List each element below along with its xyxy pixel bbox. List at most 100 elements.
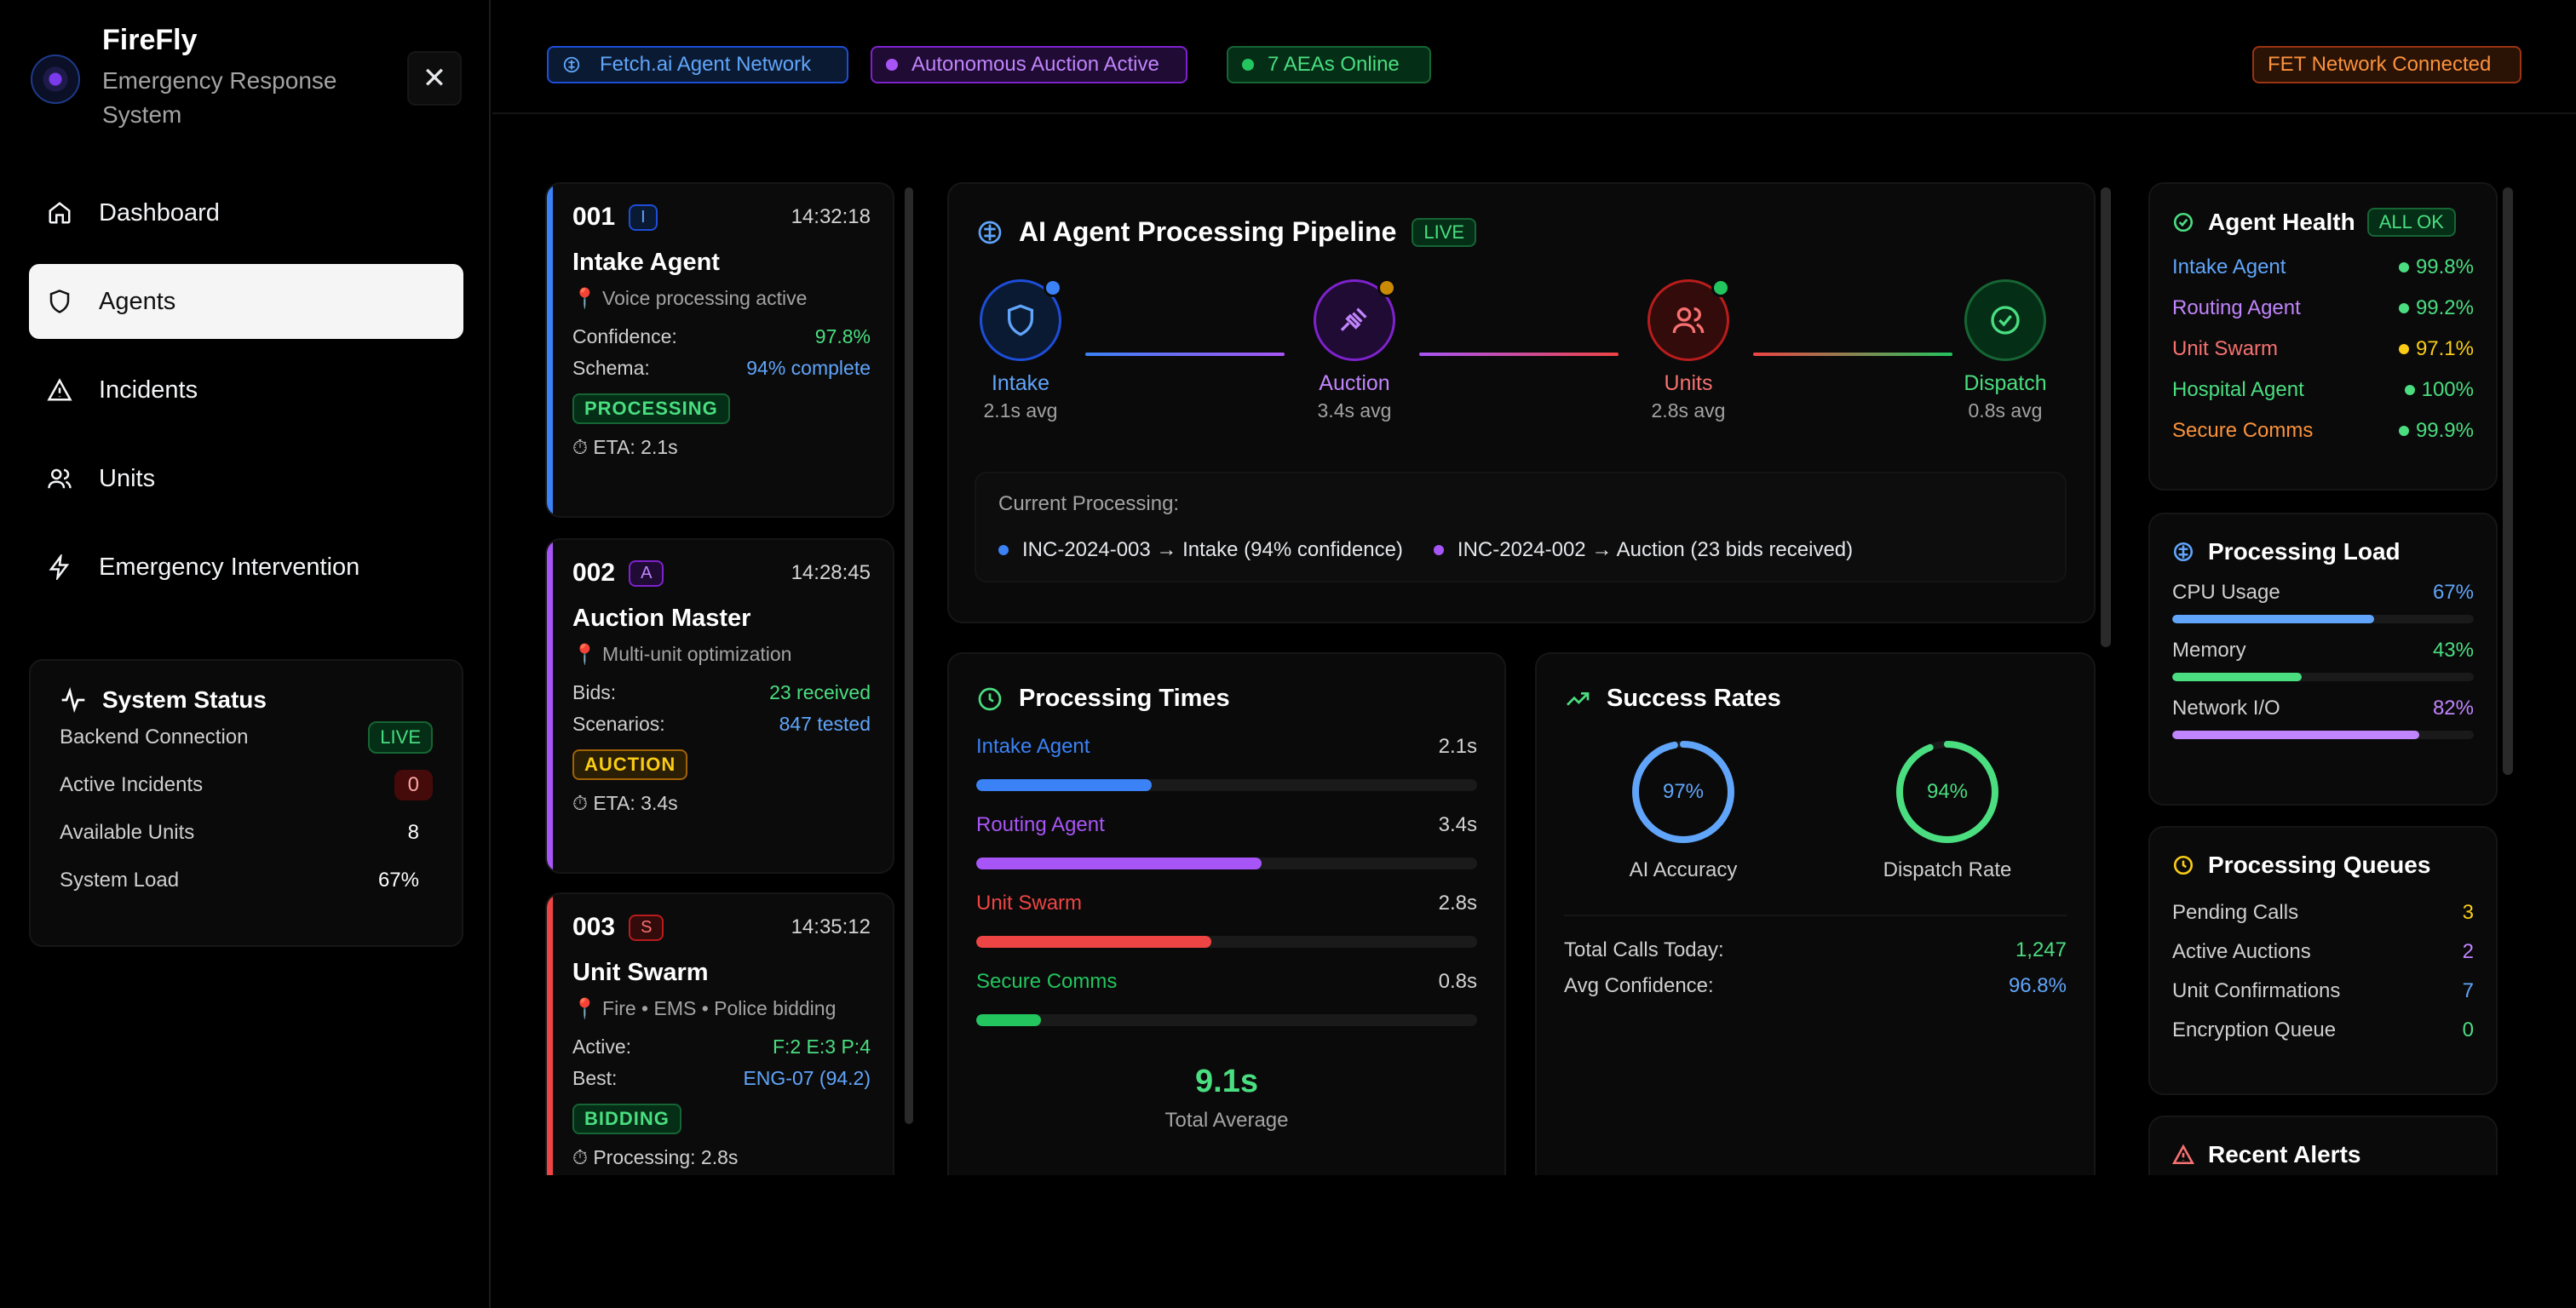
agent-health-card: Agent Health ALL OK Intake Agent 99.8% Rou… [2148, 182, 2498, 490]
agent-health-label: Intake Agent [2172, 255, 2286, 278]
status-dot [998, 545, 1009, 555]
agent-cards-column[interactable]: 001 I 14:32:18 Intake Agent 📍 Voice proc… [545, 182, 903, 1175]
check-circle-icon [1988, 303, 2022, 337]
ai-accuracy-value: 97% [1662, 780, 1705, 803]
agent-health-row[interactable]: Hospital Agent 100% [2172, 378, 2474, 402]
dispatch-rate-label: Dispatch Rate [1883, 858, 2012, 881]
stage-status-dot [1711, 278, 1730, 297]
stage-auction[interactable]: Auction 3.4s avg [1286, 278, 1423, 422]
success-rates-title: Success Rates [1564, 685, 2067, 713]
agent-health-row[interactable]: Intake Agent 99.8% [2172, 255, 2474, 279]
main-scrollbar[interactable] [2101, 187, 2111, 647]
pin-icon: 📍 [572, 643, 603, 665]
agent-eta: ⏱ Processing: 2.8s [572, 1146, 739, 1168]
queue-value: 3 [2462, 901, 2474, 924]
sidebar-item-agents[interactable]: Agents [29, 264, 463, 339]
agent-card-swarm[interactable]: 003 S 14:35:12 Unit Swarm 📍 Fire • EMS •… [545, 892, 894, 1175]
processing-time-label: Unit Swarm [976, 892, 1083, 915]
queue-label: Unit Confirmations [2172, 979, 2341, 1002]
agents-scrollbar[interactable] [905, 187, 913, 1124]
stage-intake[interactable]: Intake 2.1s avg [952, 278, 1089, 422]
load-label: CPU Usage [2172, 581, 2280, 604]
agent-eta: ⏱ ETA: 3.4s [572, 792, 678, 814]
stage-units[interactable]: Units 2.8s avg [1620, 278, 1757, 422]
agent-health-label: Unit Swarm [2172, 337, 2279, 360]
processing-time-track [976, 779, 1477, 791]
queue-row: Unit Confirmations 7 [2172, 979, 2474, 1003]
recent-alerts-title: Recent Alerts [2172, 1141, 2474, 1168]
app-title: FireFly [102, 24, 198, 56]
processing-time-label: Intake Agent [976, 735, 1090, 758]
health-dot [2398, 344, 2409, 354]
processing-time-value: 0.8s [1438, 970, 1477, 993]
sidebar-item-units[interactable]: Units [29, 441, 463, 516]
load-value: 43% [2432, 639, 2474, 662]
health-dot [2398, 426, 2409, 436]
pipeline-connector [1753, 353, 1952, 356]
dispatch-rate-ring [1896, 741, 1998, 843]
backend-live-badge: LIVE [368, 721, 433, 754]
brain-icon [976, 219, 1003, 246]
stopwatch-icon: ⏱ [572, 1146, 594, 1168]
processing-time-bar [976, 936, 1212, 948]
agent-timestamp: 14:35:12 [791, 915, 871, 938]
right-scrollbar[interactable] [2503, 187, 2513, 775]
load-label: Memory [2172, 639, 2246, 662]
close-sidebar-button[interactable]: ✕ [407, 51, 462, 106]
agent-timestamp: 14:28:45 [791, 561, 871, 584]
agent-health-row[interactable]: Unit Swarm 97.1% [2172, 337, 2474, 361]
current-processing-item[interactable]: INC-2024-002 → Auction (23 bids received… [1433, 538, 1853, 562]
status-dot [1242, 59, 1254, 71]
processing-time-bar [976, 858, 1262, 869]
agent-health-row[interactable]: Routing Agent 99.2% [2172, 296, 2474, 320]
queue-label: Pending Calls [2172, 901, 2299, 924]
stage-dispatch[interactable]: Dispatch 0.8s avg [1937, 279, 2073, 422]
agent-card-auction[interactable]: 002 A 14:28:45 Auction Master 📍 Multi-un… [545, 538, 894, 874]
users-icon [46, 465, 73, 492]
agent-name: Auction Master [572, 605, 751, 632]
brand: FireFly Emergency Response System [31, 24, 358, 132]
brain-icon [2172, 541, 2194, 563]
current-processing-item[interactable]: INC-2024-003 → Intake (94% confidence) [998, 538, 1403, 562]
sidebar-item-label: Agents [99, 287, 176, 315]
agent-health-value: 99.9% [2415, 419, 2474, 442]
processing-times-title: Processing Times [976, 685, 1477, 713]
sidebar-item-label: Units [99, 464, 156, 492]
processing-queues-title: Processing Queues [2172, 852, 2474, 879]
active-incidents-badge: 0 [394, 770, 433, 800]
load-value: 67% [2432, 581, 2474, 604]
system-load-value: 67% [377, 869, 419, 892]
load-value: 82% [2432, 697, 2474, 720]
available-units-value: 8 [407, 821, 419, 844]
agent-metric-row: Best: ENG-07 (94.2) [572, 1067, 871, 1089]
load-bar [2172, 615, 2375, 623]
stage-circle [1964, 279, 2046, 361]
sidebar-item-emergency-intervention[interactable]: Emergency Intervention [29, 530, 463, 605]
avg-confidence-row: Avg Confidence: 96.8% [1564, 974, 2067, 997]
processing-times-panel: Processing Times Intake Agent 2.1s Routing… [947, 652, 1506, 1175]
alert-triangle-icon [46, 376, 73, 404]
stopwatch-icon: ⏱ [572, 436, 594, 458]
processing-load-row: CPU Usage 67% [2172, 581, 2474, 623]
agent-id: 003 [572, 913, 616, 941]
stage-circle [1647, 278, 1730, 361]
processing-time-value: 3.4s [1438, 813, 1477, 836]
agent-id: 001 [572, 203, 616, 231]
agent-health-row[interactable]: Secure Comms 99.9% [2172, 419, 2474, 443]
pipeline-panel: AI Agent Processing Pipeline LIVE Intake… [947, 182, 2096, 623]
agent-health-label: Hospital Agent [2172, 378, 2304, 401]
right-column[interactable]: Agent Health ALL OK Intake Agent 99.8% Rou… [2148, 182, 2498, 1175]
gavel-icon [1337, 303, 1371, 337]
total-average-label: Total Average [1164, 1109, 1289, 1132]
system-status-card: System Status Backend Connection LIVE Ac… [29, 659, 463, 947]
agent-health-value: 100% [2421, 378, 2474, 401]
agent-card-intake[interactable]: 001 I 14:32:18 Intake Agent 📍 Voice proc… [545, 182, 894, 518]
queue-value: 7 [2462, 979, 2474, 1002]
agent-state-badge: BIDDING [572, 1104, 681, 1134]
agent-id: 002 [572, 559, 616, 587]
success-rates-panel: Success Rates 97% AI Accuracy 94% Dispat… [1535, 652, 2096, 1175]
sidebar-item-incidents[interactable]: Incidents [29, 353, 463, 427]
sidebar-item-dashboard[interactable]: Dashboard [29, 175, 463, 250]
health-dot [2404, 385, 2415, 395]
check-circle-icon [2172, 211, 2194, 233]
